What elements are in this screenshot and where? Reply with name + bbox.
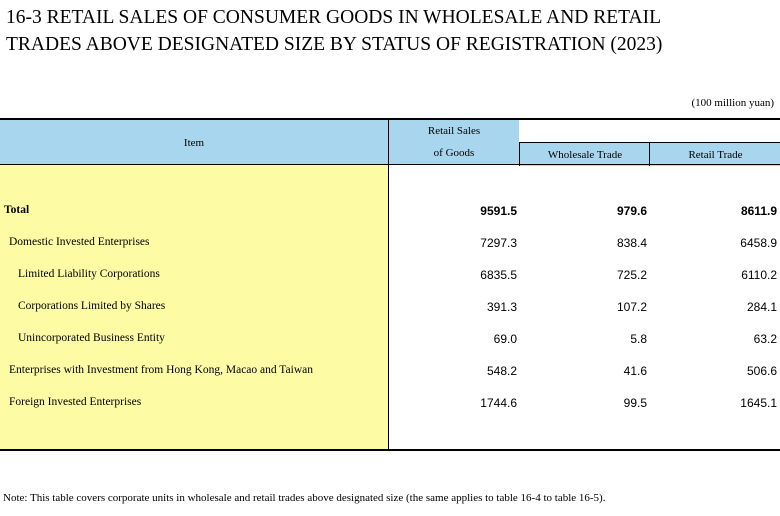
row-label: Domestic Invested Enterprises — [9, 236, 150, 248]
cell-wholesale: 99.5 — [623, 396, 647, 410]
header-wholesale: Wholesale Trade — [519, 142, 650, 166]
header-retail-sales: Retail Sales of Goods — [389, 120, 519, 165]
title-line-2: TRADES ABOVE DESIGNATED SIZE BY STATUS O… — [6, 34, 663, 55]
table-row: Domestic Invested Enterprises 7297.3 838… — [0, 236, 780, 256]
header-item: Item — [0, 120, 389, 165]
cell-wholesale: 725.2 — [616, 268, 647, 282]
header-retail-sales-line2: of Goods — [433, 147, 475, 159]
cell-retail: 6110.2 — [741, 268, 777, 282]
header-retail-sales-line1: Retail Sales — [427, 125, 481, 137]
cell-retail-sales: 7297.3 — [480, 236, 517, 250]
table-row: Foreign Invested Enterprises 1744.6 99.5… — [0, 396, 780, 416]
row-label: Unincorporated Business Entity — [18, 332, 165, 344]
footnote: Note: This table covers corporate units … — [3, 492, 606, 504]
cell-wholesale: 838.4 — [616, 236, 647, 250]
page-title: 16-3 RETAIL SALES OF CONSUMER GOODS IN W… — [6, 4, 776, 58]
cell-retail: 1645.1 — [740, 396, 777, 410]
cell-retail-sales: 6835.5 — [480, 268, 517, 282]
cell-retail: 8611.9 — [740, 204, 777, 218]
item-column — [0, 165, 389, 449]
row-label: Total — [4, 204, 30, 216]
table-row: Enterprises with Investment from Hong Ko… — [0, 364, 780, 384]
cell-retail: 63.2 — [753, 332, 777, 346]
cell-wholesale: 5.8 — [630, 332, 647, 346]
cell-retail: 506.6 — [746, 364, 777, 378]
table-row: Corporations Limited by Shares 391.3 107… — [0, 300, 780, 320]
unit-label: (100 million yuan) — [691, 97, 775, 109]
cell-retail: 284.1 — [746, 300, 777, 314]
cell-wholesale: 41.6 — [623, 364, 647, 378]
table-bottom-rule — [0, 449, 780, 451]
cell-wholesale: 107.2 — [616, 300, 647, 314]
table-row: Total 9591.5 979.6 8611.9 — [0, 204, 780, 224]
row-label: Limited Liability Corporations — [18, 268, 160, 280]
cell-retail-sales: 69.0 — [493, 332, 517, 346]
row-label: Enterprises with Investment from Hong Ko… — [9, 364, 313, 376]
cell-retail-sales: 9591.5 — [480, 204, 517, 218]
header-retail: Retail Trade — [649, 142, 780, 166]
cell-retail-sales: 391.3 — [486, 300, 517, 314]
table-row: Limited Liability Corporations 6835.5 72… — [0, 268, 780, 288]
table-top-rule — [0, 118, 780, 120]
cell-wholesale: 979.6 — [616, 204, 647, 218]
header-bottom-rule — [0, 164, 780, 165]
cell-retail-sales: 548.2 — [486, 364, 517, 378]
row-label: Corporations Limited by Shares — [18, 300, 166, 312]
cell-retail-sales: 1744.6 — [480, 396, 517, 410]
data-table: Item Retail Sales of Goods Wholesale Tra… — [0, 118, 780, 451]
cell-retail: 6458.9 — [740, 236, 777, 250]
title-line-1: 16-3 RETAIL SALES OF CONSUMER GOODS IN W… — [6, 7, 661, 28]
row-label: Foreign Invested Enterprises — [9, 396, 142, 408]
table-row: Unincorporated Business Entity 69.0 5.8 … — [0, 332, 780, 352]
